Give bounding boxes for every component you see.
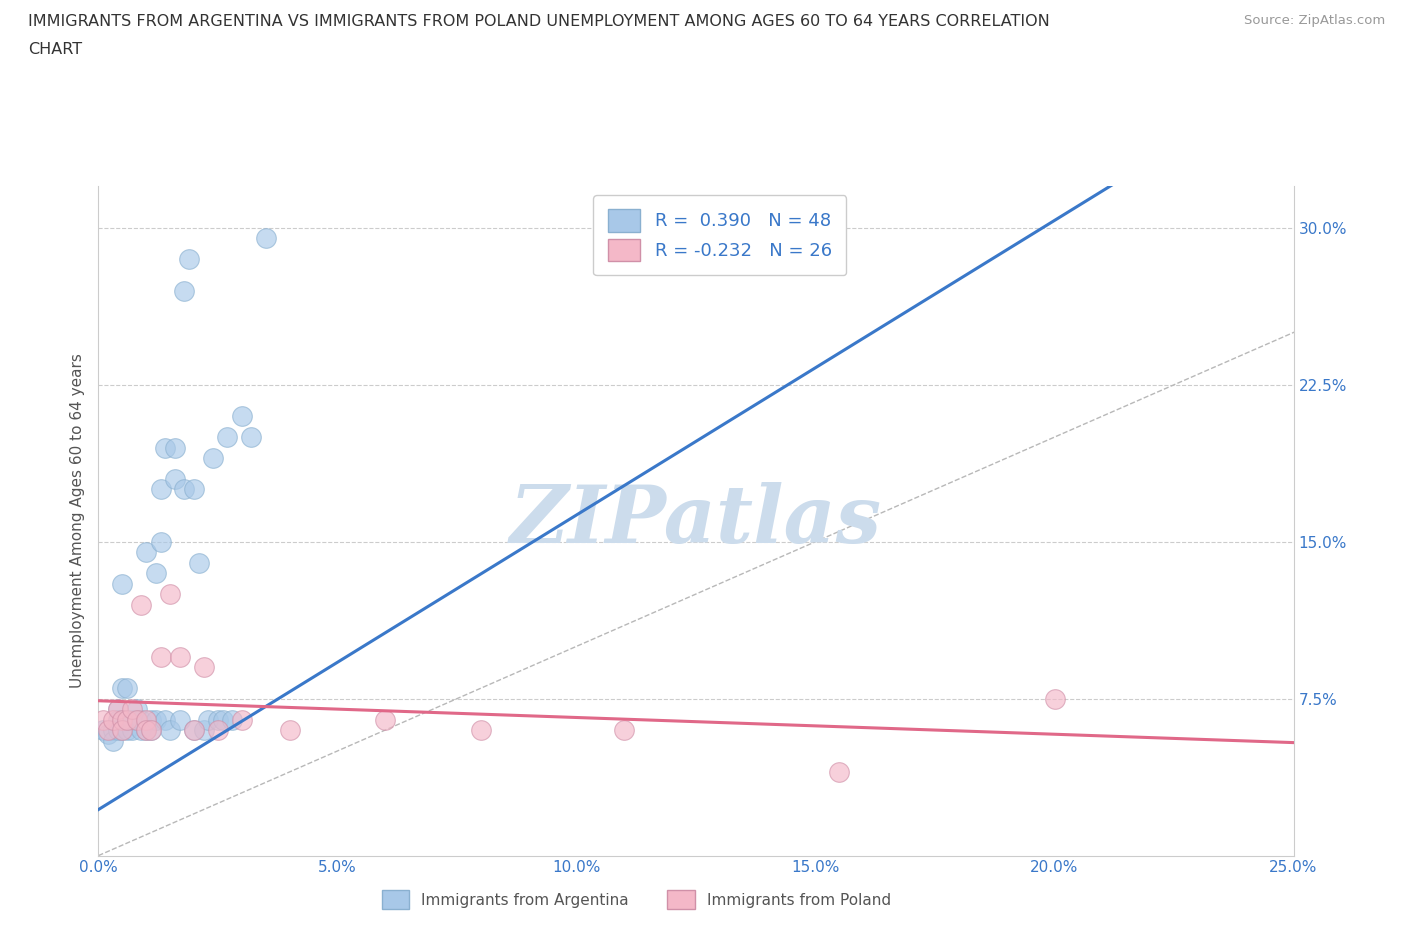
Point [115,723,138,737]
Text: Source: ZipAtlas.com: Source: ZipAtlas.com [1244,14,1385,27]
Point [183,482,205,497]
Point [139,723,162,737]
Text: CHART: CHART [28,42,82,57]
Point [97,727,120,742]
Point [187,555,209,570]
Point [115,712,138,727]
Point [202,451,225,466]
Point [125,701,148,716]
Point [211,712,233,727]
Point [131,723,153,737]
Point [231,409,253,424]
Text: ZIPatlas: ZIPatlas [510,482,882,560]
Point [155,712,177,727]
Point [101,723,124,737]
Point [231,712,253,727]
Point [183,723,205,737]
Point [169,649,191,664]
Point [254,231,277,246]
Point [221,712,243,727]
Point [135,723,157,737]
Point [197,712,219,727]
Point [107,701,129,716]
Point [145,565,167,580]
Point [278,723,301,737]
Y-axis label: Unemployment Among Ages 60 to 64 years: Unemployment Among Ages 60 to 64 years [69,353,84,688]
Point [131,712,153,727]
Point [107,712,129,727]
Point [107,701,129,716]
Point [111,723,134,737]
Point [115,681,138,696]
Point [173,482,195,497]
Point [135,545,157,560]
Point [91,712,114,727]
Point [111,723,134,737]
Point [240,430,263,445]
Point [163,472,186,486]
Point [135,723,157,737]
Point [179,252,201,267]
Point [173,284,195,299]
Point [111,681,134,696]
Point [193,723,215,737]
Point [207,712,229,727]
Point [135,712,157,727]
Point [374,712,396,727]
Point [183,723,205,737]
Point [169,712,191,727]
Point [121,701,143,716]
Point [159,587,181,602]
Point [470,723,492,737]
Point [107,723,129,737]
Point [193,660,215,675]
Point [97,723,120,737]
Point [1043,691,1066,706]
Point [217,430,239,445]
Point [101,733,124,748]
Point [111,712,134,727]
Point [111,576,134,591]
Point [121,712,143,727]
Point [101,712,124,727]
Point [149,535,172,550]
Point [207,723,229,737]
Point [145,712,167,727]
Point [139,712,162,727]
Legend: Immigrants from Argentina, Immigrants from Poland: Immigrants from Argentina, Immigrants fr… [375,884,897,915]
Point [139,723,162,737]
Point [125,712,148,727]
Point [149,482,172,497]
Point [155,440,177,455]
Point [91,723,114,737]
Point [149,649,172,664]
Point [121,723,143,737]
Text: IMMIGRANTS FROM ARGENTINA VS IMMIGRANTS FROM POLAND UNEMPLOYMENT AMONG AGES 60 T: IMMIGRANTS FROM ARGENTINA VS IMMIGRANTS … [28,14,1050,29]
Point [125,712,148,727]
Point [131,597,153,612]
Point [163,440,186,455]
Point [613,723,636,737]
Point [828,764,851,779]
Point [159,723,181,737]
